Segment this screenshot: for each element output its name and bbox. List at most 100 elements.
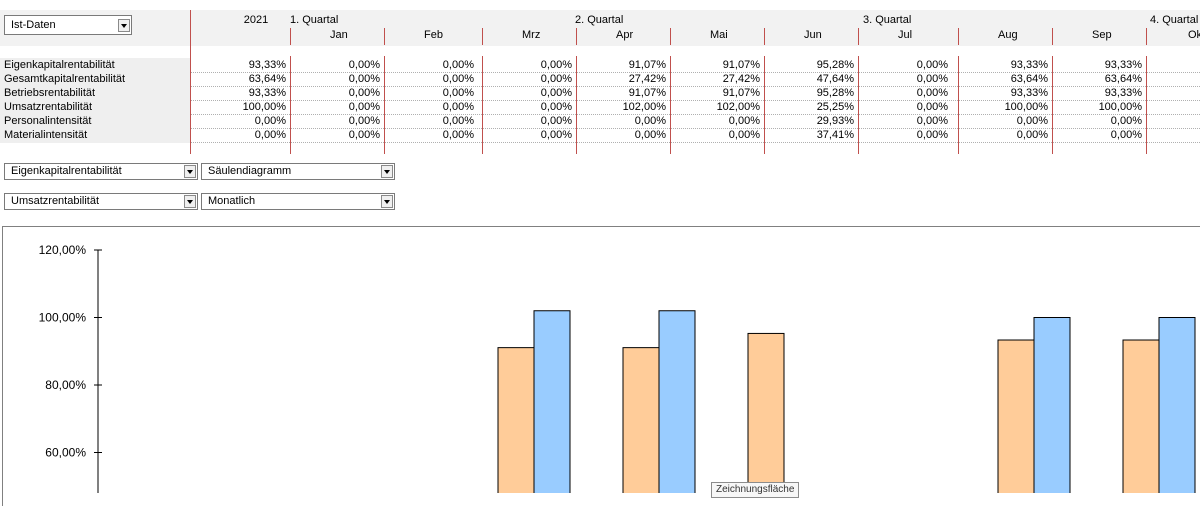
month-value: 0,00% bbox=[540, 73, 572, 85]
row-label: Umsatzrentabilität bbox=[0, 100, 190, 115]
row-label: Eigenkapitalrentabilität bbox=[0, 58, 190, 73]
month-value: 95,28% bbox=[816, 59, 854, 71]
kpi2-select[interactable]: Umsatzrentabilität bbox=[4, 193, 198, 210]
plot-area-tooltip: Zeichnungsfläche bbox=[711, 482, 800, 498]
column-divider bbox=[858, 56, 859, 154]
row-separator bbox=[0, 100, 1200, 101]
month-value: 0,00% bbox=[348, 59, 380, 71]
month-value: 93,33% bbox=[1010, 59, 1048, 71]
month-value: 0,00% bbox=[916, 101, 948, 113]
month-value: 0,00% bbox=[1016, 115, 1048, 127]
chevron-down-icon[interactable] bbox=[381, 195, 393, 208]
year-header: 2021 bbox=[243, 14, 269, 26]
row-label: Gesamtkapitalrentabilität bbox=[0, 72, 190, 87]
month-value: 0,00% bbox=[442, 73, 474, 85]
chevron-down-icon[interactable] bbox=[184, 195, 196, 208]
month-value: 0,00% bbox=[348, 73, 380, 85]
month-header: Sep bbox=[1092, 29, 1112, 41]
month-value: 91,07% bbox=[722, 59, 760, 71]
month-value: 93,33% bbox=[1104, 87, 1142, 99]
month-value: 0,00% bbox=[1110, 129, 1142, 141]
month-value: 63,64% bbox=[1104, 73, 1142, 85]
kpi2-select-value: Umsatzrentabilität bbox=[11, 195, 100, 207]
month-value: 0,00% bbox=[916, 115, 948, 127]
column-divider bbox=[290, 56, 291, 154]
period-select-value: Monatlich bbox=[208, 195, 256, 207]
chart-type-select-value: Säulendiagramm bbox=[208, 165, 292, 177]
month-value: 0,00% bbox=[1110, 115, 1142, 127]
year-value: 0,00% bbox=[254, 129, 286, 141]
month-value: 0,00% bbox=[916, 129, 948, 141]
row-label: Personalintensität bbox=[0, 114, 190, 129]
mode-select[interactable]: Ist-Daten bbox=[4, 15, 132, 35]
month-value: 0,00% bbox=[916, 73, 948, 85]
selector-accent bbox=[190, 10, 191, 154]
month-value: 63,64% bbox=[1010, 73, 1048, 85]
month-value: 0,00% bbox=[540, 87, 572, 99]
kpi1-select[interactable]: Eigenkapitalrentabilität bbox=[4, 163, 198, 180]
month-value: 0,00% bbox=[916, 87, 948, 99]
month-value: 100,00% bbox=[1004, 101, 1048, 113]
month-header: Apr bbox=[616, 29, 634, 41]
column-divider bbox=[576, 28, 577, 45]
year-value: 0,00% bbox=[254, 115, 286, 127]
month-header: Jan bbox=[330, 29, 348, 41]
month-value: 27,42% bbox=[628, 73, 666, 85]
month-value: 0,00% bbox=[540, 59, 572, 71]
year-value: 93,33% bbox=[248, 59, 286, 71]
quarter-header: 4. Quartal bbox=[1150, 14, 1199, 26]
month-value: 0,00% bbox=[442, 87, 474, 99]
month-header: Jul bbox=[898, 29, 913, 41]
row-separator bbox=[0, 86, 1200, 87]
column-divider bbox=[290, 28, 291, 45]
month-value: 93,33% bbox=[1010, 87, 1048, 99]
row-separator bbox=[0, 72, 1200, 73]
chevron-down-icon[interactable] bbox=[184, 165, 196, 178]
column-divider bbox=[670, 28, 671, 45]
row-label: Betriebsrentabilität bbox=[0, 86, 190, 101]
month-value: 37,41% bbox=[816, 129, 854, 141]
month-value: 47,64% bbox=[816, 73, 854, 85]
column-divider bbox=[1052, 28, 1053, 45]
year-value: 93,33% bbox=[248, 87, 286, 99]
month-header: Feb bbox=[424, 29, 443, 41]
month-value: 93,33% bbox=[1104, 59, 1142, 71]
month-value: 0,00% bbox=[348, 87, 380, 99]
kpi1-select-value: Eigenkapitalrentabilität bbox=[11, 165, 122, 177]
month-value: 25,25% bbox=[816, 101, 854, 113]
chart-type-select[interactable]: Säulendiagramm bbox=[201, 163, 395, 180]
month-header: Aug bbox=[998, 29, 1018, 41]
month-value: 0,00% bbox=[728, 115, 760, 127]
month-value: 0,00% bbox=[540, 115, 572, 127]
month-value: 100,00% bbox=[1098, 101, 1142, 113]
month-value: 91,07% bbox=[628, 59, 666, 71]
month-header: Mrz bbox=[522, 29, 541, 41]
quarter-header: 2. Quartal bbox=[575, 14, 624, 26]
column-divider bbox=[576, 56, 577, 154]
month-header: Mai bbox=[710, 29, 728, 41]
quarter-header: 3. Quartal bbox=[863, 14, 912, 26]
month-value: 0,00% bbox=[1016, 129, 1048, 141]
month-value: 0,00% bbox=[442, 101, 474, 113]
month-value: 0,00% bbox=[634, 115, 666, 127]
month-value: 27,42% bbox=[722, 73, 760, 85]
quarter-header: 1. Quartal bbox=[290, 14, 339, 26]
month-value: 91,07% bbox=[628, 87, 666, 99]
row-separator bbox=[0, 128, 1200, 129]
month-value: 95,28% bbox=[816, 87, 854, 99]
column-divider bbox=[764, 56, 765, 154]
chevron-down-icon[interactable] bbox=[381, 165, 393, 178]
month-value: 0,00% bbox=[916, 59, 948, 71]
column-divider bbox=[958, 56, 959, 154]
chevron-down-icon[interactable] bbox=[118, 19, 130, 32]
row-separator bbox=[0, 142, 1200, 143]
month-header: Ok bbox=[1188, 29, 1200, 41]
chart-area[interactable] bbox=[2, 226, 1200, 506]
row-separator bbox=[0, 114, 1200, 115]
column-divider bbox=[858, 28, 859, 45]
period-select[interactable]: Monatlich bbox=[201, 193, 395, 210]
column-divider bbox=[482, 56, 483, 154]
column-divider bbox=[482, 28, 483, 45]
month-value: 0,00% bbox=[442, 59, 474, 71]
column-divider bbox=[1146, 28, 1147, 45]
